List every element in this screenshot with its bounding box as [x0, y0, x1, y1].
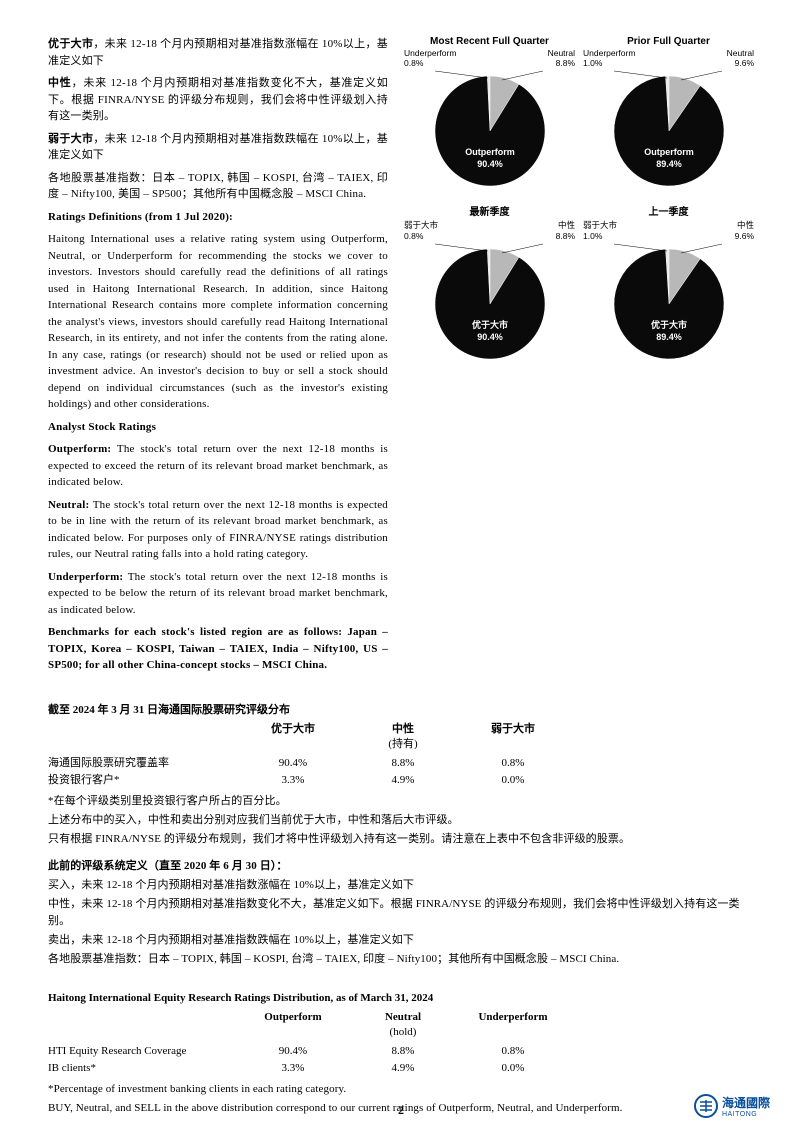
chart-title: 最新季度: [470, 203, 510, 218]
cell: 0.8%: [458, 755, 568, 772]
svg-text:89.4%: 89.4%: [656, 332, 682, 342]
cell: 3.3%: [238, 1060, 348, 1077]
under-val: 0.8%: [404, 231, 423, 241]
cell: 3.3%: [238, 772, 348, 789]
row-ib-label: 投资银行客户*: [48, 772, 238, 789]
neutral-label: Neutral:: [48, 499, 89, 511]
page-number: 2: [0, 1103, 802, 1118]
cell: 4.9%: [348, 1060, 458, 1077]
p2-text: ，未来 12-18 个月内预期相对基准指数变化不大，基准定义如下。根据 FINR…: [48, 77, 388, 122]
neutral-label: Neutral: [548, 48, 575, 58]
rating-underperform-cn: 弱于大市: [48, 133, 93, 145]
under-label: 弱于大市: [583, 220, 617, 230]
cn-s1: 买入，未来 12-18 个月内预期相对基准指数涨幅在 10%以上，基准定义如下: [48, 877, 754, 894]
neutral-val: 9.6%: [735, 231, 754, 241]
charts-column: Most Recent Full Quarter Underperform0.8…: [400, 36, 754, 680]
dist-en-table: Outperform Neutral Underperform (hold) H…: [48, 1009, 754, 1077]
row-coverage-label: 海通国际股票研究覆盖率: [48, 755, 238, 772]
neutral-text: The stock's total return over the next 1…: [48, 499, 388, 561]
page-footer: 2 海通國際 HAITONG: [0, 1103, 802, 1118]
cell: 8.8%: [348, 1043, 458, 1060]
svg-text:90.4%: 90.4%: [477, 332, 503, 342]
cn-note1: *在每个评级类别里投资银行客户所占的百分比。: [48, 793, 754, 810]
cell: 4.9%: [348, 772, 458, 789]
pie-chart-svg: Outperform 90.4%: [415, 69, 565, 199]
cell: 90.4%: [238, 1043, 348, 1060]
col-outperform: Outperform: [238, 1009, 348, 1026]
chart-title: 上一季度: [649, 203, 689, 218]
under-label: Underperform: [583, 48, 635, 58]
dist-cn-title: 截至 2024 年 3 月 31 日海通国际股票研究评级分布: [48, 702, 754, 719]
svg-text:90.4%: 90.4%: [477, 159, 503, 169]
neutral-label: 中性: [558, 220, 575, 230]
left-text-column: 优于大市，未来 12-18 个月内预期相对基准指数涨幅在 10%以上，基准定义如…: [48, 36, 388, 680]
svg-text:优于大市: 优于大市: [650, 319, 686, 330]
rating-outperform-cn: 优于大市: [48, 38, 93, 50]
neutral-val: 8.8%: [556, 231, 575, 241]
neutral-label: 中性: [737, 220, 754, 230]
cn-s4: 各地股票基准指数：日本 – TOPIX, 韩国 – KOSPI, 台湾 – TA…: [48, 951, 754, 968]
rating-neutral-cn: 中性: [48, 77, 72, 89]
dist-cn-table: 优于大市 中性 弱于大市 (持有) 海通国际股票研究覆盖率 90.4% 8.8%…: [48, 721, 754, 789]
col-underperform: 弱于大市: [458, 721, 568, 738]
svg-text:Outperform: Outperform: [465, 147, 515, 157]
cn-note3: 只有根据 FINRA/NYSE 的评级分布规则，我们才将中性评级划入持有这一类别…: [48, 831, 754, 848]
cell: 8.8%: [348, 755, 458, 772]
p3-text: ，未来 12-18 个月内预期相对基准指数跌幅在 10%以上，基准定义如下: [48, 133, 388, 162]
cell: 0.0%: [458, 772, 568, 789]
chart-title: Most Recent Full Quarter: [430, 36, 549, 47]
neutral-label: Neutral: [727, 48, 754, 58]
cn-subhead: 此前的评级系统定义（直至 2020 年 6 月 30 日）：: [48, 858, 754, 875]
under-val: 1.0%: [583, 231, 602, 241]
neutral-val: 9.6%: [735, 58, 754, 68]
cell: 90.4%: [238, 755, 348, 772]
neutral-val: 8.8%: [556, 58, 575, 68]
cell: 0.0%: [458, 1060, 568, 1077]
pie-chart-svg: 优于大市 89.4%: [594, 242, 744, 372]
under-val: 1.0%: [583, 58, 602, 68]
logo-icon: [694, 1094, 718, 1118]
ratings-definitions-title: Ratings Definitions (from 1 Jul 2020):: [48, 209, 388, 226]
svg-text:优于大市: 优于大市: [471, 319, 507, 330]
dist-en-title: Haitong International Equity Research Ra…: [48, 990, 754, 1007]
cn-s2: 中性，未来 12-18 个月内预期相对基准指数变化不大，基准定义如下。根据 FI…: [48, 896, 754, 930]
benchmark-cn: 各地股票基准指数：日本 – TOPIX, 韩国 – KOSPI, 台湾 – TA…: [48, 170, 388, 203]
distribution-section-en: Haitong International Equity Research Ra…: [48, 990, 754, 1117]
cn-s3: 卖出，未来 12-18 个月内预期相对基准指数跌幅在 10%以上，基准定义如下: [48, 932, 754, 949]
col-underperform: Underperform: [458, 1009, 568, 1026]
cell: 0.8%: [458, 1043, 568, 1060]
logo-text-en: HAITONG: [722, 1111, 770, 1118]
svg-text:89.4%: 89.4%: [656, 159, 682, 169]
pie-chart-svg: Outperform 89.4%: [594, 69, 744, 199]
chart-prior-cn: 上一季度 弱于大市1.0% 中性9.6% 优于大市 89.4%: [583, 203, 754, 372]
analyst-stock-ratings-title: Analyst Stock Ratings: [48, 419, 388, 436]
col-outperform: 优于大市: [238, 721, 348, 738]
hold-note: (持有): [348, 736, 458, 753]
underperform-label: Underperform:: [48, 571, 123, 583]
row-coverage-label: HTI Equity Research Coverage: [48, 1043, 238, 1060]
outperform-label: Outperform:: [48, 443, 111, 455]
chart-most-recent-en: Most Recent Full Quarter Underperform0.8…: [404, 36, 575, 199]
benchmark-en: Benchmarks for each stock's listed regio…: [48, 624, 388, 674]
en-note1: *Percentage of investment banking client…: [48, 1081, 754, 1098]
row-ib-label: IB clients*: [48, 1060, 238, 1077]
under-val: 0.8%: [404, 58, 423, 68]
chart-most-recent-cn: 最新季度 弱于大市0.8% 中性8.8% 优于大市 90.4%: [404, 203, 575, 372]
under-label: Underperform: [404, 48, 456, 58]
svg-text:Outperform: Outperform: [644, 147, 694, 157]
p1-text: ，未来 12-18 个月内预期相对基准指数涨幅在 10%以上，基准定义如下: [48, 38, 388, 67]
logo-text-cn: 海通國際: [722, 1094, 770, 1111]
under-label: 弱于大市: [404, 220, 438, 230]
chart-title: Prior Full Quarter: [627, 36, 710, 47]
distribution-section-cn: 截至 2024 年 3 月 31 日海通国际股票研究评级分布 优于大市 中性 弱…: [48, 702, 754, 969]
ratings-definitions-body: Haitong International uses a relative ra…: [48, 231, 388, 413]
cn-note2: 上述分布中的买入，中性和卖出分别对应我们当前优于大市，中性和落后大市评级。: [48, 812, 754, 829]
haitong-logo: 海通國際 HAITONG: [694, 1094, 770, 1118]
pie-chart-svg: 优于大市 90.4%: [415, 242, 565, 372]
hold-note: (hold): [348, 1024, 458, 1041]
chart-prior-en: Prior Full Quarter Underperform1.0% Neut…: [583, 36, 754, 199]
